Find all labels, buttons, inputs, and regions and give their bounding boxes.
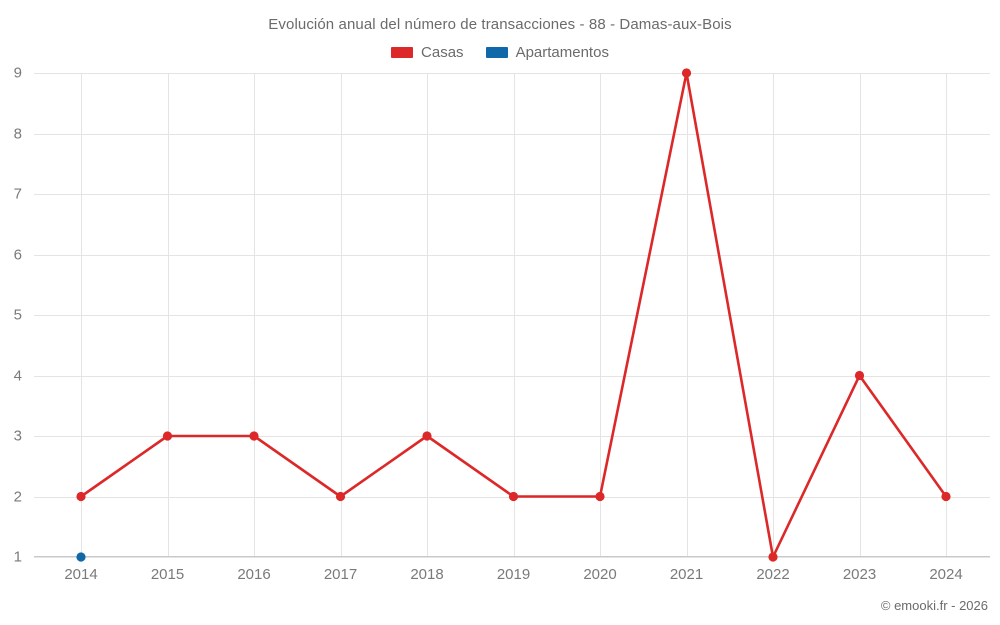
x-tick-label: 2017	[323, 566, 358, 583]
gridline-horizontal	[34, 73, 990, 74]
gridline-vertical	[167, 73, 169, 557]
y-tick-label: 4	[13, 367, 22, 384]
legend-label-casas: Casas	[421, 44, 464, 61]
data-point-casas[interactable]	[335, 491, 346, 502]
gridline-vertical	[773, 73, 774, 557]
gridline-vertical	[859, 73, 861, 557]
gridline-vertical	[340, 73, 342, 557]
legend-swatch-casas	[391, 47, 414, 58]
y-tick-label: 6	[13, 246, 22, 263]
x-axis-baseline	[34, 556, 990, 557]
data-point-casas[interactable]	[162, 431, 173, 441]
gridline-vertical	[686, 73, 688, 557]
chart-legend: Casas Apartamentos	[0, 44, 1000, 61]
y-tick-label: 8	[13, 125, 22, 142]
x-tick-label: 2022	[756, 566, 790, 583]
data-point-casas[interactable]	[76, 491, 86, 502]
gridline-vertical	[513, 73, 515, 557]
x-tick-label: 2018	[410, 566, 444, 583]
data-point-casas[interactable]	[422, 431, 432, 441]
gridline-horizontal	[34, 557, 990, 558]
gridline-horizontal	[34, 375, 990, 377]
y-tick-label: 3	[13, 427, 22, 445]
footer-credit: © emooki.fr - 2026	[880, 598, 988, 613]
data-point-casas[interactable]	[595, 491, 605, 502]
x-tick-label: 2023	[842, 566, 877, 583]
x-tick-label: 2014	[64, 566, 98, 583]
data-point-casas[interactable]	[941, 491, 951, 502]
chart-title: Evolución anual del número de transaccio…	[268, 16, 732, 33]
data-point-casas[interactable]	[854, 370, 865, 381]
gridline-horizontal	[34, 254, 990, 256]
gridline-vertical	[254, 73, 255, 557]
y-axis-tick-labels: 1 2 3 4 5 6 7 8 9	[0, 65, 22, 566]
legend-item-apartamentos[interactable]: Apartamentos	[485, 44, 609, 61]
data-point-casas[interactable]	[249, 431, 259, 441]
data-point-casas[interactable]	[508, 491, 519, 502]
x-tick-label: 2015	[150, 566, 185, 583]
x-tick-label: 2020	[583, 566, 617, 583]
plot-area	[34, 68, 990, 562]
data-point-casas[interactable]	[768, 552, 778, 562]
y-tick-label: 9	[13, 64, 22, 82]
x-tick-label: 2016	[237, 566, 271, 583]
legend-label-apartamentos: Apartamentos	[515, 44, 609, 61]
gridline-horizontal	[34, 194, 990, 195]
gridline-vertical	[946, 73, 947, 557]
series-layer	[76, 68, 951, 562]
y-tick-label: 7	[13, 185, 22, 203]
data-point-casas[interactable]	[681, 68, 692, 78]
legend-item-casas[interactable]: Casas	[391, 44, 464, 61]
gridline-vertical	[427, 73, 428, 557]
x-tick-label: 2019	[496, 566, 531, 583]
gridline-vertical	[81, 73, 82, 557]
gridline-horizontal	[34, 315, 990, 316]
y-tick-label: 1	[13, 548, 22, 566]
gridline-horizontal	[34, 436, 990, 437]
y-tick-label: 2	[13, 488, 22, 505]
series-line-casas	[79, 71, 948, 559]
x-tick-label: 2024	[929, 566, 963, 583]
gridline-vertical	[600, 73, 601, 557]
legend-swatch-apartamentos	[485, 47, 508, 58]
x-tick-label: 2021	[669, 566, 704, 583]
data-point-apartamentos[interactable]	[76, 552, 86, 562]
gridline-horizontal	[34, 133, 990, 135]
y-tick-label: 5	[13, 306, 22, 324]
